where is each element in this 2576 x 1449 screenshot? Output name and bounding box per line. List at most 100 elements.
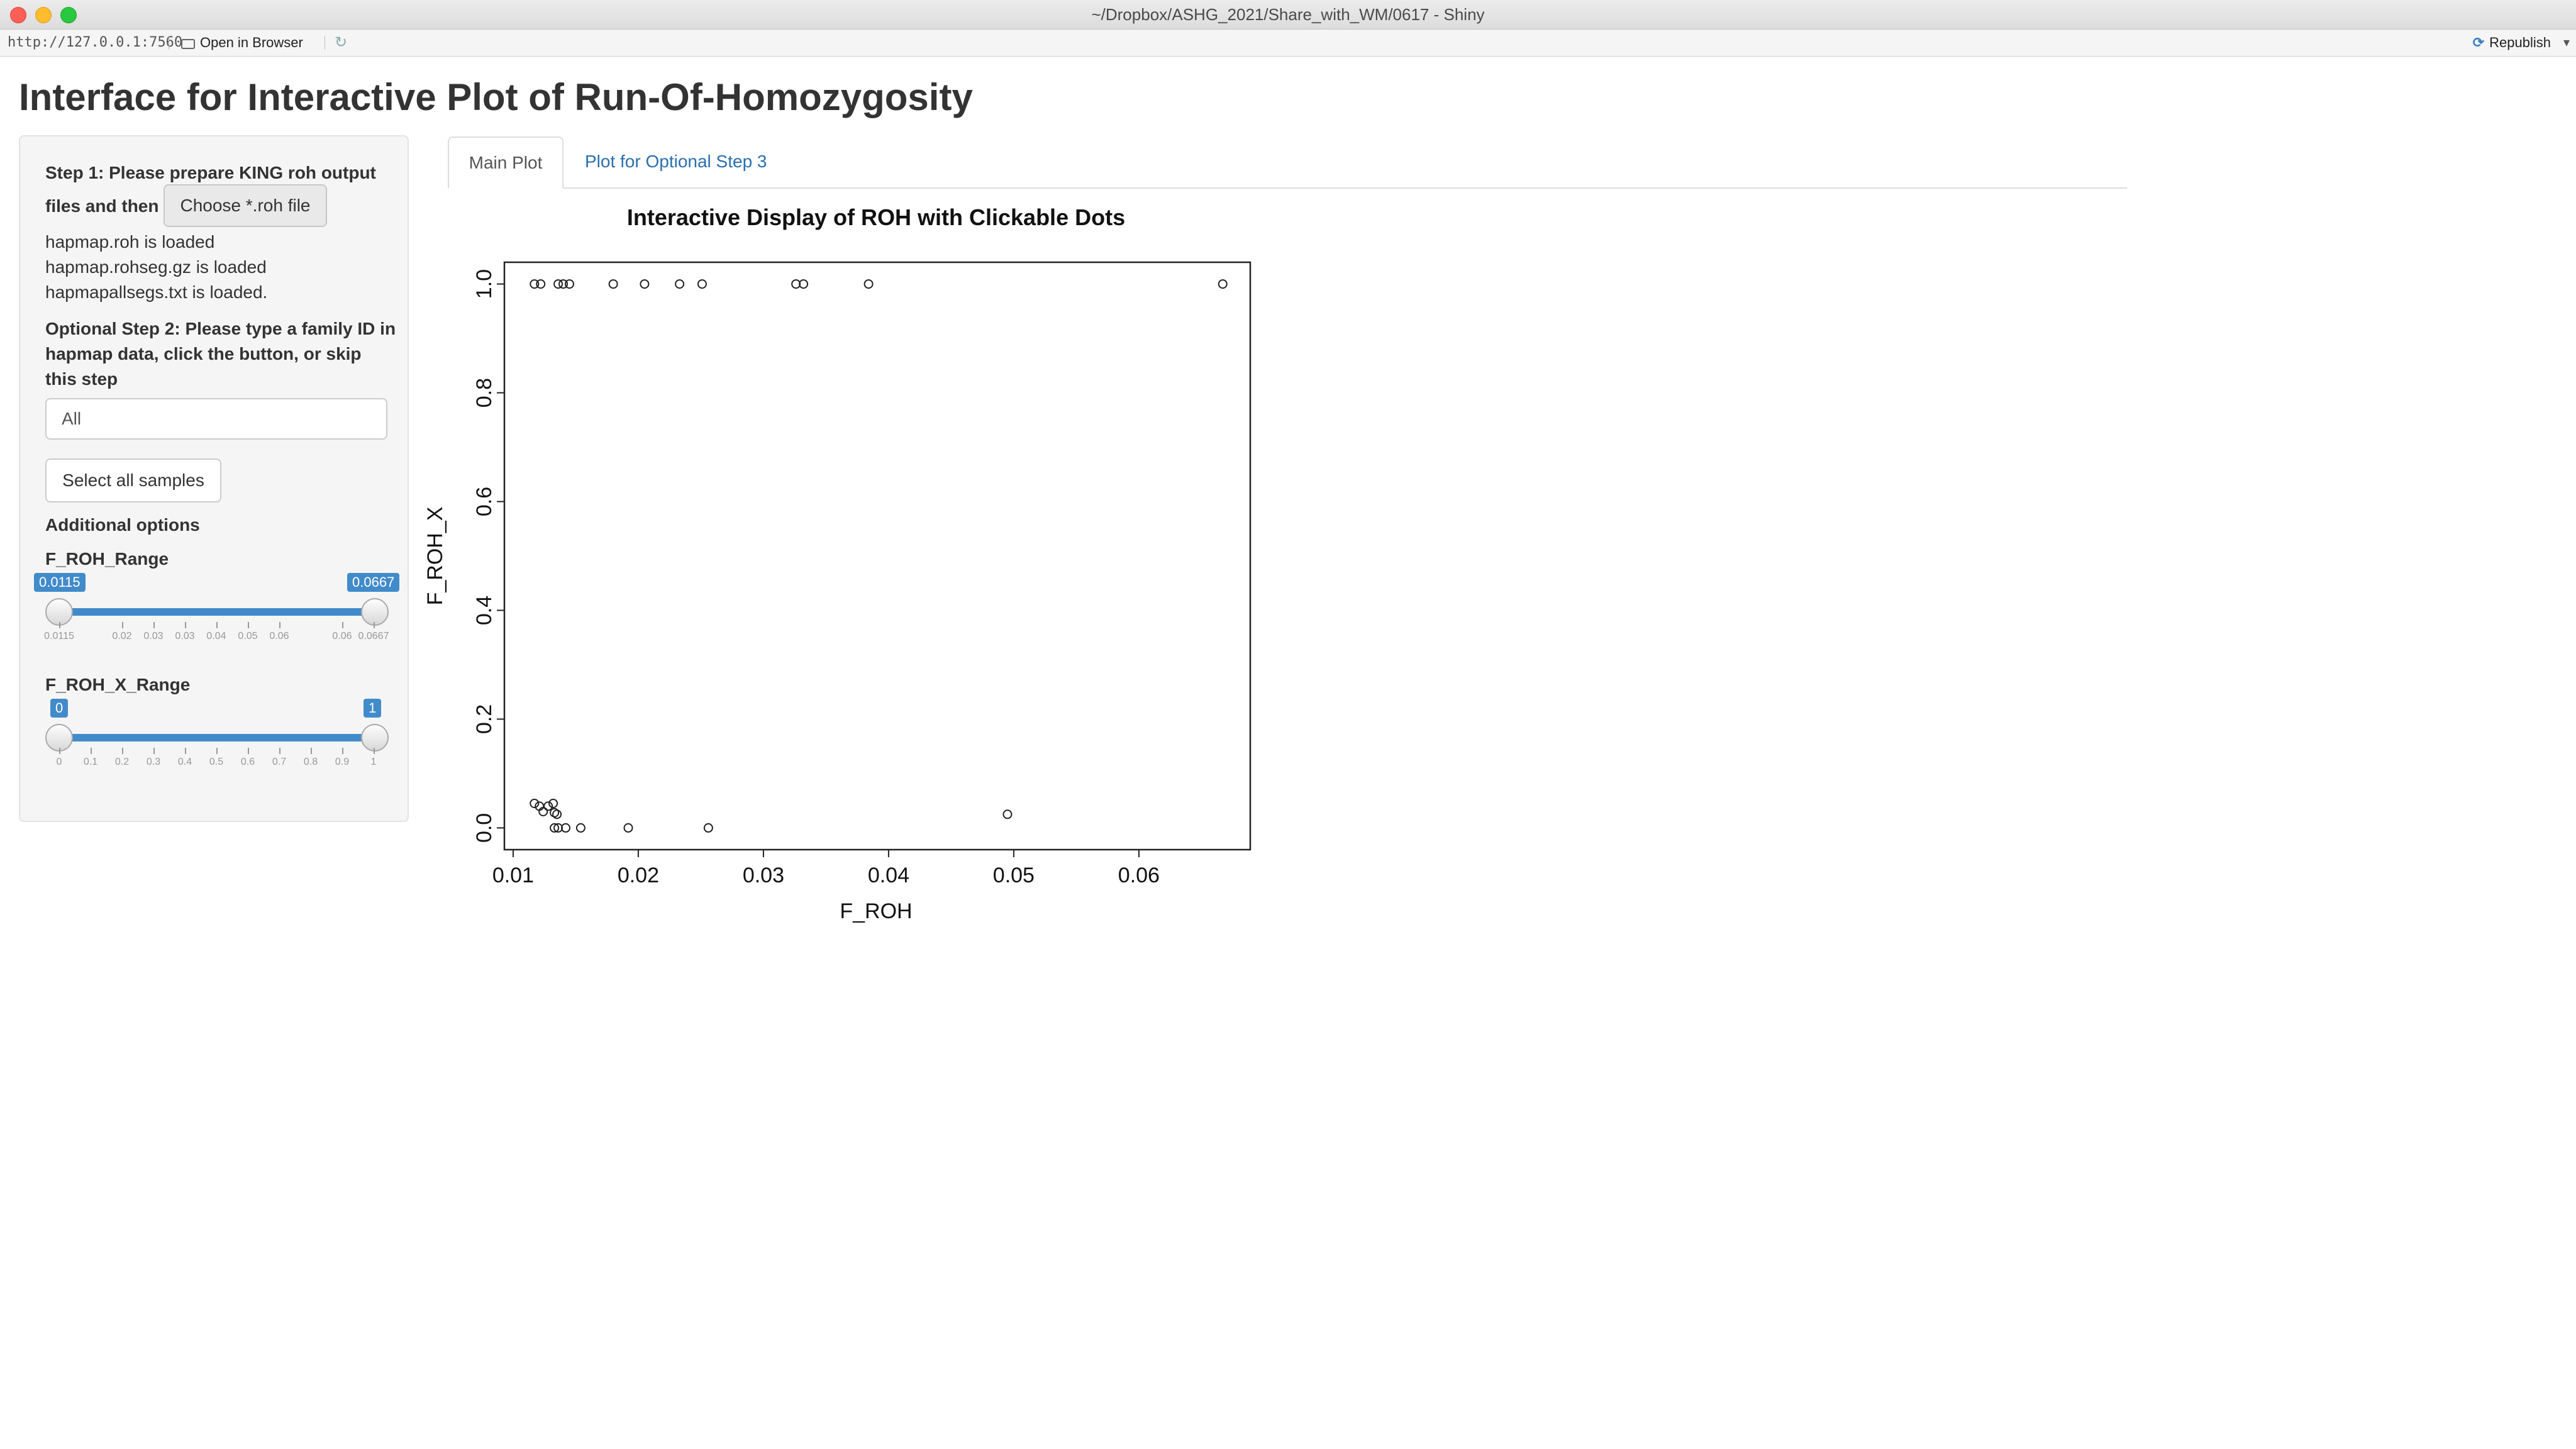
data-point[interactable]: [530, 279, 540, 289]
x-tick-label: 0.05: [993, 863, 1035, 887]
slider-tick-label: 0.4: [177, 757, 192, 767]
slider-tick-label: 0.9: [335, 757, 350, 767]
data-point[interactable]: [791, 279, 801, 289]
data-point[interactable]: [863, 279, 874, 289]
slider-max-badge: 0.0667: [347, 573, 400, 592]
f-roh-x-range-label: F_ROH_X_Range: [45, 675, 191, 694]
x-tick-label: 0.03: [743, 863, 784, 887]
y-axis-label: F_ROH_X: [423, 507, 447, 606]
tab-main-plot[interactable]: Main Plot: [448, 136, 564, 189]
y-tick-label: 0.2: [472, 704, 496, 734]
y-tick-label: 0.6: [472, 487, 496, 516]
data-point[interactable]: [536, 279, 546, 289]
tab-optional-step3[interactable]: Plot for Optional Step 3: [585, 152, 767, 171]
minimize-window-button[interactable]: [35, 7, 52, 23]
sidebar-panel: Step 1: Please prepare KING roh output f…: [19, 135, 409, 822]
data-point[interactable]: [608, 279, 618, 289]
open-in-browser-label: Open in Browser: [200, 35, 303, 50]
open-in-browser-button[interactable]: Open in Browser: [177, 33, 307, 52]
y-axis: 0.0 0.2 0.4 0.6 0.8 1.0: [472, 269, 504, 843]
data-point[interactable]: [530, 798, 540, 808]
data-point[interactable]: [553, 279, 564, 289]
data-point[interactable]: [1218, 279, 1228, 289]
data-points[interactable]: [530, 279, 1228, 833]
url-label: http://127.0.0.1:7560: [8, 35, 183, 50]
family-id-input[interactable]: [45, 398, 387, 440]
select-all-samples-button[interactable]: Select all samples: [45, 458, 221, 502]
data-point[interactable]: [561, 823, 571, 833]
slider-selected-range: [59, 734, 375, 741]
loaded-status: hapmapallsegs.txt is loaded.: [45, 282, 268, 302]
viewer-toolbar: http://127.0.0.1:7560 Open in Browser ↻ …: [0, 30, 2576, 57]
step2-label: Optional Step 2: Please type a family ID…: [45, 319, 396, 389]
slider-tick-label: 0.05: [238, 631, 258, 641]
y-tick-label: 0.0: [472, 813, 496, 843]
data-point[interactable]: [543, 801, 553, 811]
open-in-browser-icon: [181, 39, 195, 49]
x-tick-label: 0.06: [1118, 863, 1160, 887]
data-point[interactable]: [553, 823, 564, 833]
y-tick-label: 1.0: [472, 269, 496, 299]
slider-tick-mark: [59, 622, 60, 628]
slider-max-handle[interactable]: [361, 598, 389, 626]
slider-tick-mark: [91, 748, 92, 754]
slider-tick-label: 1: [370, 757, 377, 767]
plot-frame: [503, 261, 1252, 851]
close-window-button[interactable]: [10, 7, 26, 23]
slider-tick-label: 0.7: [272, 757, 287, 767]
slider-ticks: 0 0.1 0.2 0.3 0.4 0.5 0.6 0.7 0.8 0.9 1: [20, 748, 410, 773]
chevron-down-icon[interactable]: ▾: [2563, 36, 2570, 50]
data-point[interactable]: [640, 279, 650, 289]
f-roh-range-slider[interactable]: 0.0115 0.0667 0.0115 0.02 0.03 0.03 0.04 0.05…: [20, 570, 410, 658]
roh-scatter-plot[interactable]: Interactive Display of ROH with Clickabl…: [415, 201, 1296, 943]
data-point[interactable]: [550, 823, 560, 833]
loaded-status: hapmap.rohseg.gz is loaded: [45, 257, 267, 277]
choose-file-button[interactable]: Choose *.roh file: [164, 184, 327, 227]
slider-tick-mark: [185, 622, 186, 628]
republish-button[interactable]: ⟳ Republish: [2473, 33, 2551, 52]
slider-tick-label: 0.6: [240, 757, 255, 767]
slider-tick-mark: [248, 622, 249, 628]
slider-tick-label: 0.06: [269, 631, 289, 641]
data-point[interactable]: [697, 279, 707, 289]
data-point[interactable]: [558, 279, 569, 289]
step1-label: Step 1: Please prepare KING roh output: [45, 163, 376, 182]
x-tick-label: 0.04: [868, 863, 909, 887]
slider-tick-mark: [342, 622, 343, 628]
loaded-status: hapmap.roh is loaded: [45, 232, 215, 252]
slider-tick-mark: [153, 622, 155, 628]
slider-tick-label: 0.1: [83, 757, 98, 767]
x-tick-label: 0.01: [492, 863, 534, 887]
data-point[interactable]: [564, 279, 574, 289]
refresh-icon[interactable]: ↻: [334, 34, 348, 51]
x-axis-label: F_ROH: [840, 899, 912, 923]
window-title: ~/Dropbox/ASHG_2021/Share_with_WM/0617 -…: [1091, 5, 1485, 24]
data-point[interactable]: [799, 279, 809, 289]
slider-tick-label: 0.3: [146, 757, 161, 767]
slider-tick-mark: [216, 622, 218, 628]
data-point[interactable]: [703, 823, 713, 833]
slider-tick-label: 0.2: [114, 757, 130, 767]
maximize-window-button[interactable]: [60, 7, 77, 23]
data-point[interactable]: [538, 806, 548, 816]
data-point[interactable]: [1002, 809, 1013, 819]
slider-tick-mark: [279, 748, 280, 754]
slider-min-badge: 0: [50, 699, 69, 718]
slider-tick-mark: [122, 622, 123, 628]
slider-max-handle[interactable]: [361, 724, 389, 752]
slider-tick-label: 0.03: [143, 631, 164, 641]
slider-min-handle[interactable]: [45, 598, 73, 626]
slider-tick-label: 0.04: [206, 631, 226, 641]
slider-tick-mark: [153, 748, 155, 754]
data-point[interactable]: [623, 823, 633, 833]
tabs-divider: [448, 187, 2127, 189]
data-point[interactable]: [548, 798, 558, 808]
data-point[interactable]: [675, 279, 685, 289]
data-point[interactable]: [575, 823, 586, 833]
slider-tick-mark: [279, 622, 280, 628]
data-point[interactable]: [552, 809, 562, 819]
slider-tick-label: 0.8: [303, 757, 318, 767]
f-roh-x-range-slider[interactable]: 0 1 0 0.1 0.2 0.3 0.4 0.5 0.6 0.7 0.8 0.9 1: [20, 696, 410, 784]
slider-tick-label: 0.0667: [358, 631, 389, 641]
chart-title: Interactive Display of ROH with Clickabl…: [627, 204, 1125, 230]
